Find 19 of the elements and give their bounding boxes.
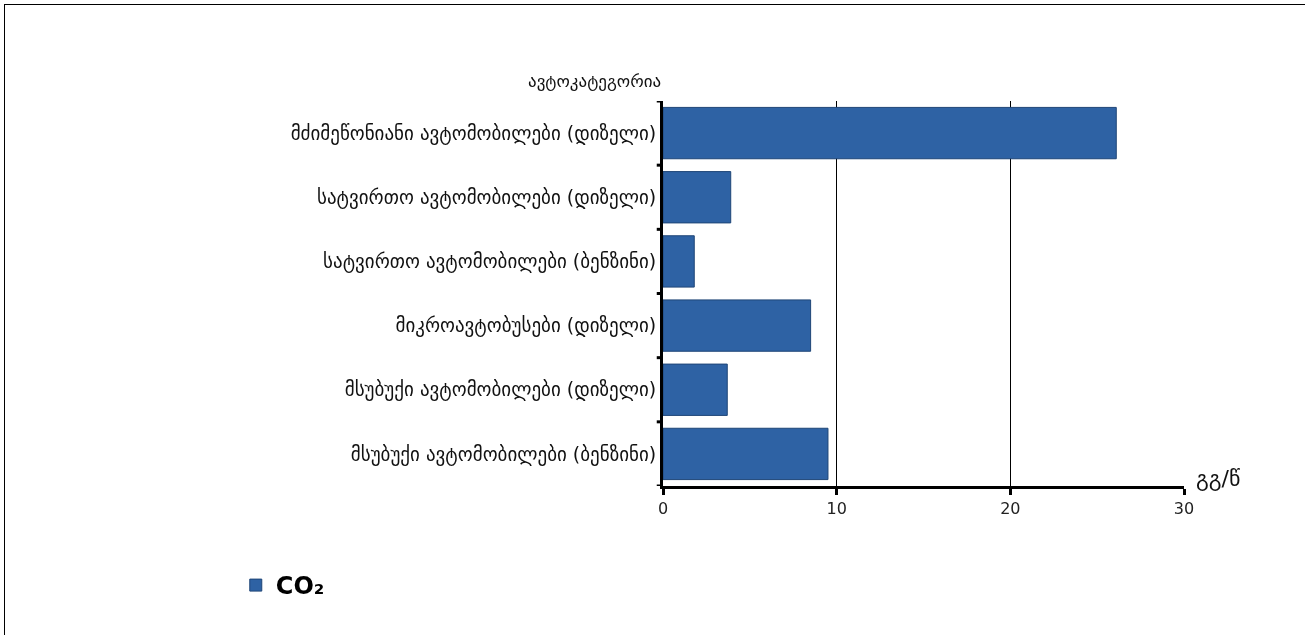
x-axis-title: გგ/წ — [1196, 466, 1241, 491]
bar — [663, 299, 812, 352]
x-tick-label: 20 — [1000, 499, 1021, 519]
y-tick-label: მსუბუქი ავტომობილები (დიზელი) — [344, 378, 657, 402]
x-tick-label: 10 — [826, 499, 847, 519]
y-tick-label: მძიმეწონიანი ავტომობილები (დიზელი) — [290, 121, 657, 145]
bar — [663, 171, 732, 224]
x-tick-label: 30 — [1173, 499, 1195, 519]
y-tick-label: სატვირთო ავტომობილები (ბენზინი) — [323, 250, 657, 274]
bar — [663, 363, 728, 416]
y-tick-label: მიკროავტობუსები (დიზელი) — [395, 314, 657, 338]
x-tick-label: 0 — [657, 499, 669, 519]
y-tick-label: სატვირთო ავტომობილები (დიზელი) — [317, 185, 657, 209]
bar — [663, 106, 1117, 160]
bar — [663, 235, 695, 288]
bar — [663, 427, 829, 481]
legend-label: CO₂ — [275, 572, 325, 601]
y-tick-label: მსუბუქი ავტომობილები (ბენზინი) — [350, 442, 657, 466]
y-axis-title: ავტოკატეგორია — [528, 71, 662, 91]
